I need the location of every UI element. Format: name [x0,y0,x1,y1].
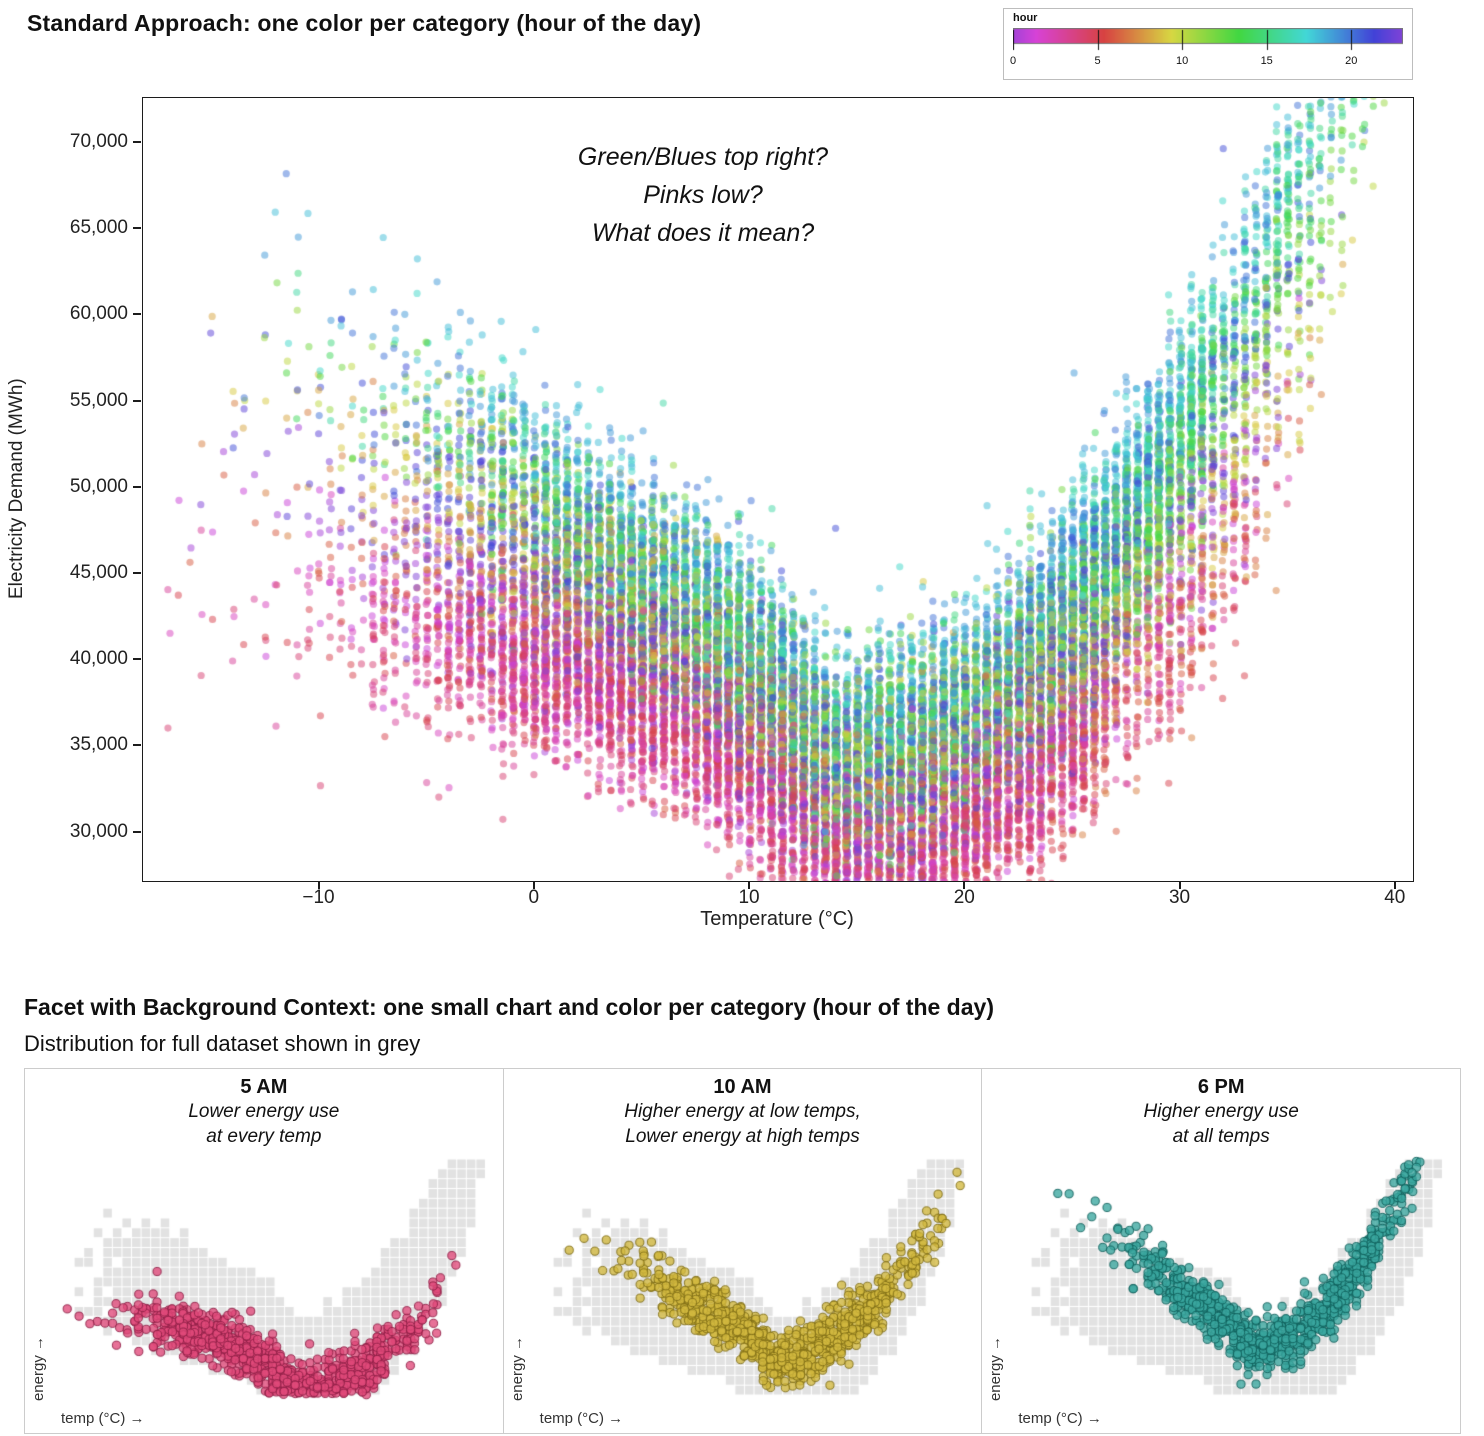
y-tick-mark [133,572,141,574]
x-tick-label: 10 [738,887,760,908]
y-tick-mark [133,485,141,488]
y-axis-tick-labels: 30,000 35,000 40,000 45,000 50,000 55,000 60,0… [0,0,128,1436]
x-tick-mark [1393,881,1396,889]
facet-title-10am: 10 AM [713,1076,772,1098]
facet-y-axis-label: energy → [987,1335,1005,1401]
facet-section-heading: Facet with Background Context: one small… [24,994,994,1020]
facet-subtitle-5am: Lower energy use at every temp [188,1101,340,1147]
facet-y-axis-label: energy → [30,1335,47,1401]
hour-colorbar-legend: hour 0 5 10 15 20 [1003,8,1413,80]
hour-colorbar-gradient [1013,28,1403,52]
x-tick-label: 30 [1168,887,1191,908]
x-tick-mark [963,881,966,889]
x-tick-label: 0 [528,887,540,908]
facet-subtitle-10am: Higher energy at low temps, Lower energy… [624,1101,861,1147]
y-tick-mark [133,313,141,316]
legend-tick-label: 0 [1009,55,1017,67]
facet-y-axis-label: energy → [508,1335,526,1401]
y-tick-label: 50,000 [69,475,128,497]
facet-x-axis-label: temp (°C) → [1018,1410,1102,1427]
legend-tick-label: 15 [1260,55,1273,67]
facet-scatter-canvas-5am [25,1155,502,1407]
legend-tick-label: 5 [1094,55,1101,67]
x-tick-label: 40 [1384,887,1406,908]
y-tick-label: 45,000 [69,562,128,583]
y-tick-mark [133,658,141,661]
facet-subtitle-6pm: Higher energy use at all temps [1143,1101,1299,1147]
legend-tick-label: 20 [1345,55,1358,67]
y-tick-label: 70,000 [69,130,128,152]
facet-scatter-canvas-6pm [982,1155,1460,1407]
main-scatter-canvas [143,98,1413,881]
facet-title-5am: 5 AM [240,1076,288,1098]
facet-scatter-canvas-10am [503,1155,981,1407]
facet-row: 5 AM Lower energy use at every temp ener… [24,1068,1462,1434]
y-tick-mark [133,140,141,143]
x-tick-mark [1178,881,1181,889]
x-tick-label: −10 [302,887,335,908]
legend-title: hour [1013,12,1038,24]
facet-x-axis-label: temp (°C) → [539,1410,624,1427]
facet-x-axis-label: temp (°C) → [61,1410,145,1427]
annotation-line-3: What does it mean? [591,219,815,247]
y-tick-label: 55,000 [69,389,128,411]
y-tick-mark [133,744,141,747]
facet-section-subheading: Distribution for full dataset shown in g… [24,1031,421,1056]
y-tick-mark [133,399,141,402]
y-tick-mark [133,830,141,833]
x-tick-mark [748,881,751,889]
y-tick-label: 60,000 [69,303,128,325]
legend-tick-label: 10 [1176,55,1189,67]
main-plot-area: Green/Blues top right? Pinks low? What d… [142,97,1414,882]
x-tick-mark [317,881,320,889]
annotation-line-2: Pinks low? [643,181,763,209]
x-tick-mark [532,881,535,889]
y-tick-mark [133,227,141,230]
annotation-text: Green/Blues top right? Pinks low? What d… [578,138,828,252]
main-chart-title: Standard Approach: one color per categor… [27,10,702,36]
facet-title-6pm: 6 PM [1197,1076,1245,1098]
facet-panel-6pm: 6 PM Higher energy use at all temps ener… [981,1068,1462,1434]
y-tick-label: 40,000 [69,648,128,670]
x-tick-label: 20 [953,887,975,908]
facet-panel-10am: 10 AM Higher energy at low temps, Lower … [502,1068,983,1434]
facet-panel-5am: 5 AM Lower energy use at every temp ener… [24,1068,504,1434]
annotation-line-1: Green/Blues top right? [577,143,829,171]
y-tick-label: 35,000 [69,734,128,756]
y-tick-label: 30,000 [69,820,128,842]
y-tick-label: 65,000 [69,217,128,239]
x-axis-title: Temperature (°C) [700,908,854,930]
